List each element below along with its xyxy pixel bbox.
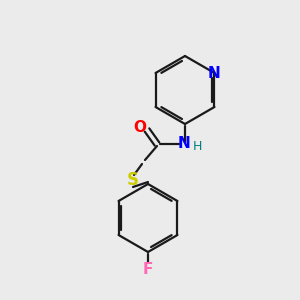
Text: N: N	[208, 65, 221, 80]
Text: N: N	[178, 136, 190, 152]
Text: H: H	[192, 140, 202, 152]
Text: S: S	[127, 171, 139, 189]
Text: F: F	[143, 262, 153, 278]
Text: O: O	[134, 119, 146, 134]
